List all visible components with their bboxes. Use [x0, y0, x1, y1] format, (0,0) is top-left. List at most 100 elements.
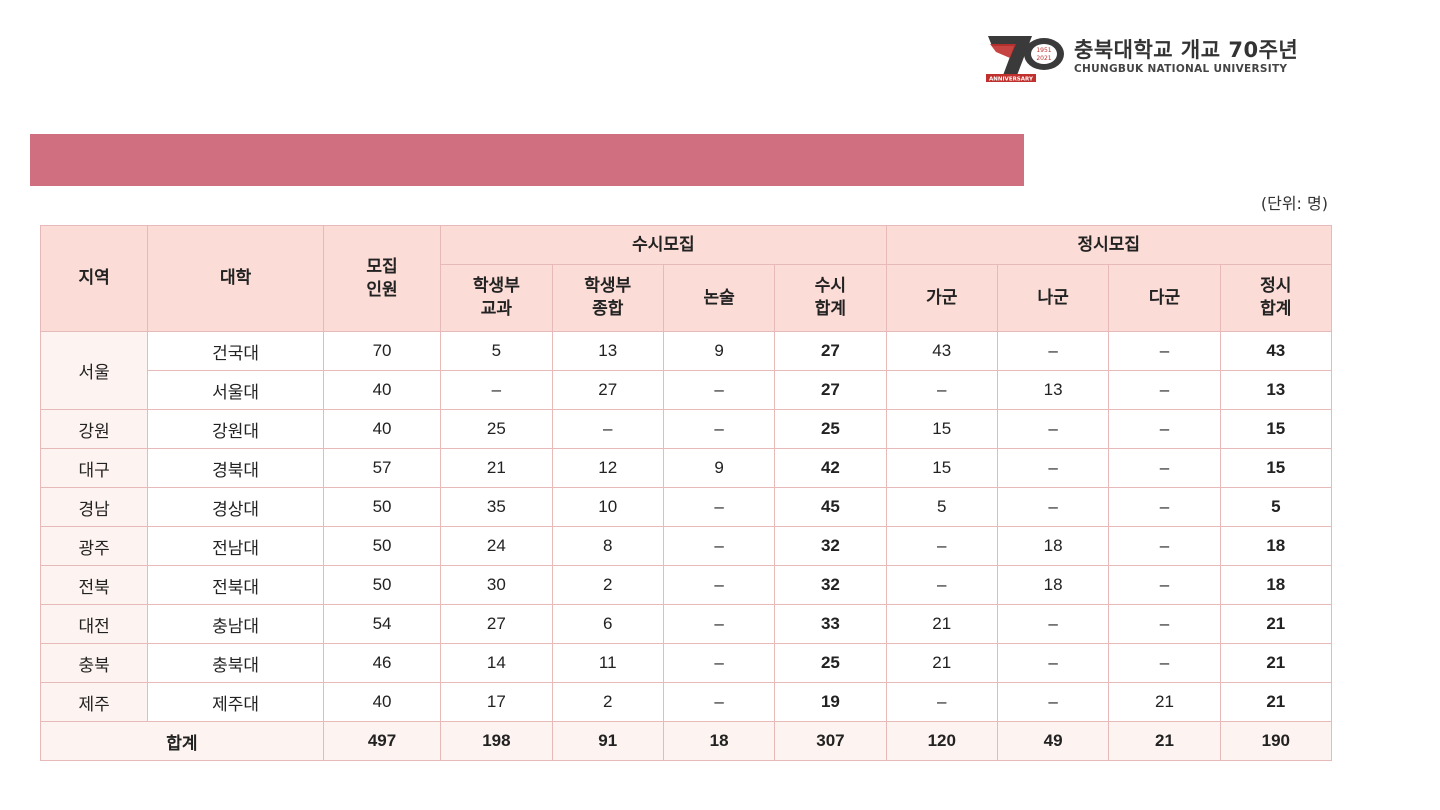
value-cell-s1: 35: [440, 487, 553, 527]
university-cell: 경상대: [147, 487, 324, 527]
value-cell-s1: 24: [440, 526, 553, 566]
header-jeongsi-na: 나군: [996, 264, 1110, 332]
value-cell-s3: 9: [662, 331, 776, 371]
university-cell: 전남대: [147, 526, 324, 566]
table-row: 광주 전남대 50 24 8–32–18–18: [39, 526, 1333, 566]
total-cell-s1: 198: [440, 721, 553, 761]
value-cell-s3: –: [662, 604, 776, 644]
table-row: 대구 경북대 57 21 12 9 42 15– –15: [39, 448, 1333, 488]
value-cell-j2: –: [996, 682, 1110, 722]
value-cell-j3: –: [1108, 487, 1221, 527]
value-cell-jtotal: 18: [1219, 565, 1333, 605]
value-cell-stotal: 32: [774, 526, 887, 566]
value-cell-s3: 9: [662, 448, 776, 488]
value-cell-j2: –: [996, 409, 1110, 449]
value-cell-j2: –: [996, 448, 1110, 488]
value-cell-jtotal: 18: [1219, 526, 1333, 566]
value-cell-s3: –: [662, 487, 776, 527]
value-cell-j2: –: [996, 331, 1110, 371]
university-logo: 1951 2021 ANNIVERSARY 충북대학교 개교 70주년 CHUN…: [986, 30, 1346, 82]
value-cell-s1: 5: [440, 331, 553, 371]
header-region: 지역: [39, 225, 149, 332]
value-cell-stotal: 25: [774, 409, 887, 449]
value-cell-j1: 15: [885, 448, 998, 488]
university-cell: 강원대: [147, 409, 324, 449]
table-row: 제주 제주대 40 17 2–19– –21 21: [39, 682, 1333, 722]
value-cell-s3: –: [662, 370, 776, 410]
value-cell-quota: 40: [322, 409, 442, 449]
value-cell-j2: –: [996, 643, 1110, 683]
value-cell-jtotal: 21: [1219, 682, 1333, 722]
value-cell-j2: 18: [996, 526, 1110, 566]
value-cell-s3: –: [662, 643, 776, 683]
value-cell-s2: 27: [551, 370, 664, 410]
title-bar: [30, 134, 1024, 186]
value-cell-s1: 25: [440, 409, 553, 449]
value-cell-stotal: 19: [774, 682, 887, 722]
region-cell: 강원: [39, 409, 149, 449]
value-cell-stotal: 45: [774, 487, 887, 527]
logo-title: 충북대학교 개교 70주년: [1074, 38, 1299, 62]
region-cell: 전북: [39, 565, 149, 605]
value-cell-s1: 17: [440, 682, 553, 722]
value-cell-quota: 50: [322, 526, 442, 566]
value-cell-s1: 14: [440, 643, 553, 683]
university-cell: 서울대: [147, 370, 324, 410]
table-row: 전북 전북대 50 30 2–32–18–18: [39, 565, 1333, 605]
value-cell-j1: 21: [885, 604, 998, 644]
total-cell-s2: 91: [551, 721, 664, 761]
value-cell-s1: 27: [440, 604, 553, 644]
header-susi-essay: 논술: [662, 264, 776, 332]
value-cell-quota: 70: [322, 331, 442, 371]
total-cell-j3: 21: [1108, 721, 1221, 761]
logo-subtitle: CHUNGBUK NATIONAL UNIVERSITY: [1074, 63, 1288, 75]
value-cell-j2: –: [996, 487, 1110, 527]
value-cell-s2: 13: [551, 331, 664, 371]
value-cell-quota: 57: [322, 448, 442, 488]
header-university: 대학: [147, 225, 324, 332]
region-cell: 대전: [39, 604, 149, 644]
table-row: 경남 경상대 50 35 10–45 5– –5: [39, 487, 1333, 527]
table-row: 강원 강원대 40 25– –25 15– –15: [39, 409, 1333, 449]
university-cell: 충북대: [147, 643, 324, 683]
value-cell-j3: –: [1108, 643, 1221, 683]
svg-text:1951: 1951: [1036, 47, 1051, 54]
value-cell-j3: –: [1108, 448, 1221, 488]
region-cell: 광주: [39, 526, 149, 566]
value-cell-s1: –: [440, 370, 553, 410]
value-cell-j1: –: [885, 682, 998, 722]
value-cell-s2: –: [551, 409, 664, 449]
total-cell-quota: 497: [322, 721, 442, 761]
header-susi-total: 수시 합계: [774, 264, 887, 332]
university-cell: 경북대: [147, 448, 324, 488]
header-jeongsi-da: 다군: [1108, 264, 1221, 332]
value-cell-quota: 54: [322, 604, 442, 644]
value-cell-j3: –: [1108, 370, 1221, 410]
value-cell-j1: –: [885, 370, 998, 410]
value-cell-j3: –: [1108, 565, 1221, 605]
total-cell-s3: 18: [662, 721, 776, 761]
table-row: 충북 충북대 46 14 11–25 21– –21: [39, 643, 1333, 683]
header-susi-gyogwa: 학생부 교과: [440, 264, 553, 332]
value-cell-s2: 8: [551, 526, 664, 566]
value-cell-jtotal: 21: [1219, 604, 1333, 644]
university-cell: 건국대: [147, 331, 324, 371]
value-cell-s2: 2: [551, 565, 664, 605]
value-cell-j3: –: [1108, 604, 1221, 644]
value-cell-jtotal: 15: [1219, 409, 1333, 449]
value-cell-stotal: 42: [774, 448, 887, 488]
value-cell-stotal: 33: [774, 604, 887, 644]
admission-quota-table: 지역 대학 모집 인원 수시모집 정시모집 학생부 교과 학생부 종합 논술 수…: [39, 225, 1333, 761]
value-cell-j1: –: [885, 526, 998, 566]
table-row: 서울대 40–27–27–13–13: [41, 370, 1333, 410]
header-jeongsi-total: 정시 합계: [1219, 264, 1333, 332]
total-cell-jtotal: 190: [1219, 721, 1333, 761]
header-jeongsi: 정시모집: [885, 225, 1333, 265]
value-cell-stotal: 27: [774, 331, 887, 371]
value-cell-jtotal: 15: [1219, 448, 1333, 488]
value-cell-jtotal: 13: [1219, 370, 1333, 410]
value-cell-j3: –: [1108, 409, 1221, 449]
region-cell: 충북: [39, 643, 149, 683]
value-cell-quota: 50: [322, 487, 442, 527]
svg-text:ANNIVERSARY: ANNIVERSARY: [989, 77, 1034, 83]
